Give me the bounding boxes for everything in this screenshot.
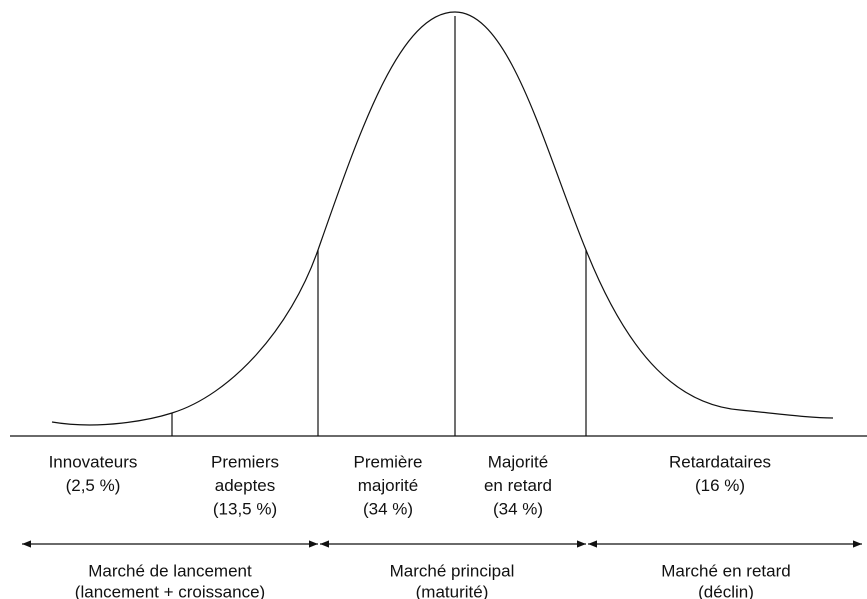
segment-label: adeptes	[215, 476, 276, 495]
segment-label: Première	[354, 452, 423, 471]
market-label: (maturité)	[416, 582, 489, 599]
segment-label: majorité	[358, 476, 418, 495]
segment-label: (34 %)	[363, 499, 413, 518]
market-label: Marché de lancement	[88, 561, 252, 580]
market-label: Marché principal	[390, 561, 515, 580]
segment-label: en retard	[484, 476, 552, 495]
segment-label: (34 %)	[493, 499, 543, 518]
segment-label: (2,5 %)	[66, 476, 121, 495]
market-label: Marché en retard	[661, 561, 790, 580]
segment-label: (16 %)	[695, 476, 745, 495]
segment-label: Majorité	[488, 452, 548, 471]
market-label: (lancement + croissance)	[75, 582, 265, 599]
segment-label: Premiers	[211, 452, 279, 471]
labels: Innovateurs (2,5 %) Premiers adeptes (13,5 %…	[49, 452, 791, 599]
segment-label: Innovateurs	[49, 452, 138, 471]
market-label: (déclin)	[698, 582, 754, 599]
segment-label: (13,5 %)	[213, 499, 277, 518]
bell-curve	[51, 11, 834, 426]
segment-label: Retardataires	[669, 452, 771, 471]
